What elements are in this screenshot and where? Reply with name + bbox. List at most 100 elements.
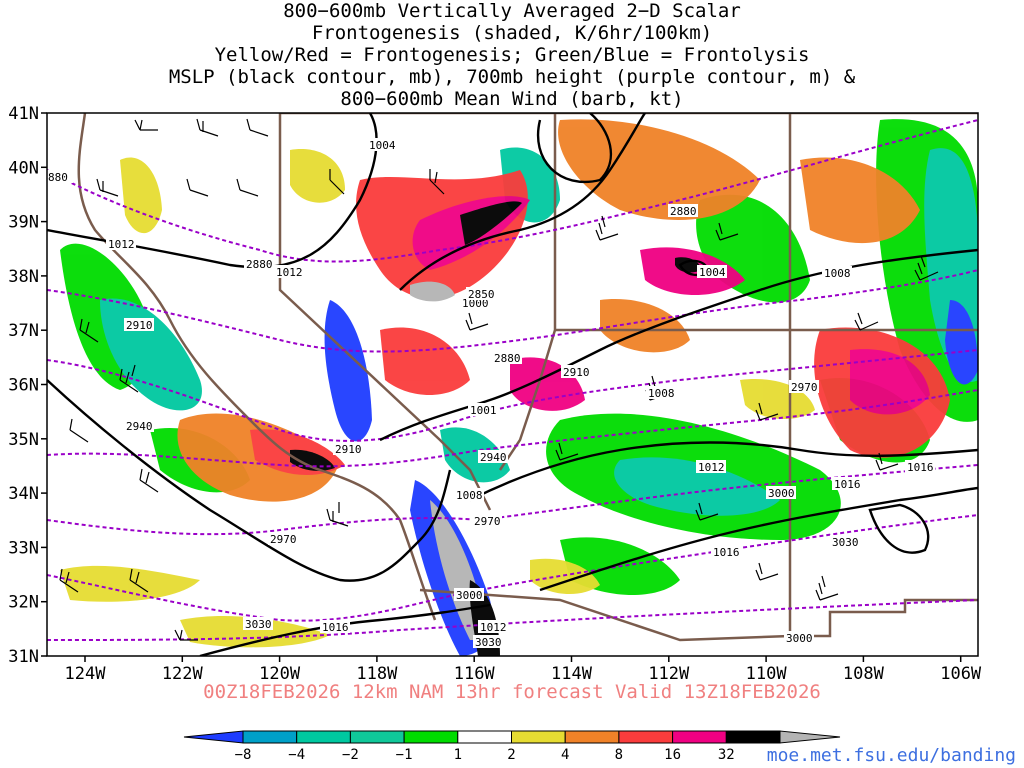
height-contour — [47, 514, 978, 622]
mslp-label: 1012 — [276, 266, 303, 279]
colorbar-swatch — [457, 730, 512, 744]
lat-tick-label: 36N — [8, 376, 39, 396]
frontolysis-region — [324, 300, 372, 442]
mslp-label: 1016 — [322, 621, 349, 634]
mslp-label: 1008 — [648, 387, 675, 400]
colorbar-swatch — [349, 730, 405, 744]
mslp-label: 1012 — [480, 621, 507, 634]
colorbar-label: 32 — [718, 747, 735, 763]
height-label: 3030 — [832, 536, 859, 549]
frontogenesis-region — [460, 201, 522, 245]
wind-barb — [595, 215, 619, 241]
colorbar-label: 1 — [454, 747, 462, 763]
colorbar-label: −1 — [396, 747, 413, 763]
colorbar-label: 16 — [664, 747, 681, 763]
mslp-contour — [868, 503, 930, 554]
height-label: 2910 — [563, 366, 590, 379]
frontogenesis-region — [380, 327, 470, 395]
wind-barb — [914, 255, 939, 281]
lon-tick-label: 106W — [940, 664, 982, 684]
lat-tick-label: 35N — [8, 430, 39, 450]
mslp-label: 1000 — [462, 297, 489, 310]
wind-barb — [695, 502, 719, 521]
height-contour — [47, 119, 978, 263]
frontolysis-region — [614, 457, 780, 516]
height-label: 880 — [48, 171, 68, 184]
wind-barb — [174, 629, 198, 641]
title-line-3: Yellow/Red = Frontogenesis; Green/Blue =… — [214, 44, 810, 66]
wind-barb — [129, 568, 149, 593]
latitude-axis: 41N 40N 39N 38N 37N 36N 35N 34N 33N 32N 31N — [8, 104, 47, 667]
height-contour — [47, 269, 978, 353]
colorbar-label: 2 — [507, 747, 515, 763]
wind-barb — [186, 178, 209, 197]
colorbar-end-high — [779, 730, 841, 744]
wind-barb — [755, 402, 779, 421]
lon-tick-label: 118W — [356, 664, 398, 684]
lat-tick-label: 32N — [8, 593, 39, 613]
frontogenesis-region — [800, 157, 920, 244]
mslp-label: 1016 — [907, 461, 934, 474]
mslp-label: 1001 — [470, 404, 497, 417]
wind-barb — [326, 502, 349, 527]
height-label: 2880 — [494, 352, 521, 365]
height-contour — [47, 599, 978, 641]
border — [419, 588, 978, 642]
source-url[interactable]: moe.met.fsu.edu/banding — [766, 745, 1016, 766]
colorbar-label: 8 — [615, 747, 623, 763]
wind-barb — [79, 318, 99, 343]
colorbar-label: −8 — [235, 747, 252, 763]
height-label: 2940 — [126, 420, 153, 433]
wind-barb — [119, 364, 139, 393]
wind-barb — [69, 418, 89, 443]
colorbar-swatch — [511, 730, 566, 744]
wind-barb — [854, 312, 879, 331]
colorbar-swatch — [725, 730, 781, 744]
height-label: 3000 — [786, 632, 813, 645]
height-label: 3000 — [456, 589, 483, 602]
frontogenesis-region — [60, 565, 200, 602]
height-labels: 880 2880 2850 2880 2880 2910 2910 2910 2… — [47, 170, 860, 649]
title-line-1: 800−600mb Vertically Averaged 2−D Scalar — [283, 0, 741, 22]
lat-tick-label: 31N — [8, 647, 39, 667]
lat-tick-label: 40N — [8, 158, 39, 178]
mslp-contour — [399, 113, 646, 291]
wind-barbs — [59, 118, 939, 641]
wind-barb — [555, 442, 579, 461]
colorbar-swatch — [618, 730, 674, 744]
mslp-label: 1008 — [824, 267, 851, 280]
frontogenesis-region — [120, 157, 162, 234]
political-boundaries — [77, 113, 978, 642]
map-field: 1004 1012 1012 1000 1004 1008 1001 1008 … — [47, 113, 978, 656]
height-contour — [47, 349, 978, 442]
lon-tick-label: 114W — [551, 664, 593, 684]
frontogenesis-region — [558, 119, 760, 220]
mslp-contour — [539, 486, 978, 592]
frontogenesis-region — [290, 149, 345, 203]
wind-barb — [134, 119, 158, 131]
wind-barb — [875, 452, 899, 471]
lon-tick-label: 124W — [65, 664, 107, 684]
height-label: 2970 — [474, 515, 501, 528]
title-line-5: 800−600mb Mean Wind (barb, kt) — [340, 88, 684, 110]
wind-barb — [715, 222, 739, 241]
height-contour — [47, 389, 978, 468]
frontolysis-region — [440, 427, 510, 483]
lon-tick-label: 116W — [454, 664, 496, 684]
height-label: 2940 — [480, 451, 507, 464]
colorbar-swatch — [672, 730, 727, 744]
lat-tick-label: 41N — [8, 104, 39, 124]
lon-tick-label: 122W — [162, 664, 204, 684]
wind-barb — [139, 468, 159, 493]
lon-tick-label: 110W — [746, 664, 788, 684]
frontolysis-region — [945, 300, 978, 385]
lon-tick-label: 112W — [648, 664, 690, 684]
colorbar-swatch — [296, 730, 351, 744]
wind-barb — [815, 575, 839, 601]
mslp-contour — [469, 441, 978, 502]
chart-title: 800−600mb Vertically Averaged 2−D Scalar… — [0, 0, 1024, 110]
longitude-axis: 124W 122W 120W 118W 116W 114W 112W 110W 108W 106W — [65, 656, 982, 684]
wind-barb — [246, 118, 269, 137]
wind-barb — [196, 118, 219, 137]
